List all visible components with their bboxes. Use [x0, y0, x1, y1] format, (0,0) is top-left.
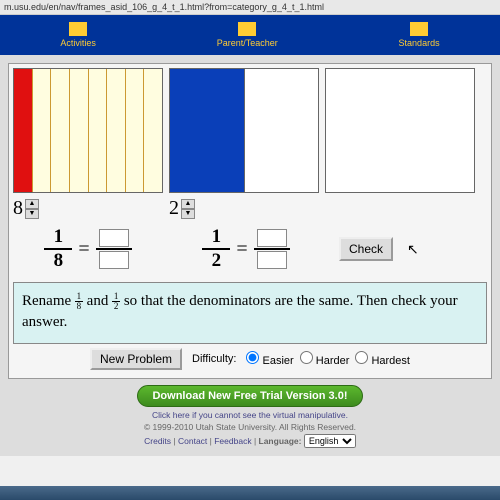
- frac-left-num: 1: [54, 226, 64, 248]
- language-select[interactable]: English: [304, 434, 356, 448]
- bar-segment: [89, 69, 108, 192]
- footer-contact[interactable]: Contact: [178, 436, 207, 446]
- applet-frame: 8 ▲ ▼ 2 ▲ ▼ 1 8 =: [8, 63, 492, 379]
- denom-middle-spinner: ▲ ▼: [181, 199, 195, 219]
- content-area: 8 ▲ ▼ 2 ▲ ▼ 1 8 =: [0, 55, 500, 456]
- radio-hardest[interactable]: Hardest: [355, 351, 410, 367]
- denom-left-up[interactable]: ▲: [25, 199, 39, 209]
- denom-middle-up[interactable]: ▲: [181, 199, 195, 209]
- frac-mid-input-num[interactable]: [257, 229, 287, 247]
- cursor-icon: ↖: [407, 241, 419, 258]
- footer-feedback[interactable]: Feedback: [214, 436, 251, 446]
- instr-prefix: Rename: [22, 293, 75, 309]
- difficulty-label: Difficulty:: [192, 353, 236, 365]
- nav-standards-label: Standards: [399, 38, 440, 48]
- bar-segment: [51, 69, 70, 192]
- nav-standards[interactable]: Standards: [399, 22, 440, 48]
- denom-left-spinner: ▲ ▼: [25, 199, 39, 219]
- nav-activities[interactable]: Activities: [60, 22, 96, 48]
- top-nav: Activities Parent/Teacher Standards: [0, 15, 500, 55]
- fraction-left: 1 8: [44, 226, 72, 272]
- bar-segment: [170, 69, 245, 192]
- bar-segment: [245, 69, 319, 192]
- check-button[interactable]: Check: [339, 237, 393, 261]
- footer-credits[interactable]: Credits: [144, 436, 171, 446]
- panels-row: [13, 68, 487, 193]
- frac-left-den: 8: [54, 250, 64, 272]
- bar-segment: [33, 69, 52, 192]
- denom-left-group: 8 ▲ ▼: [13, 197, 163, 220]
- instr-frac2: 12: [112, 292, 120, 311]
- nav-parent-teacher-label: Parent/Teacher: [217, 38, 278, 48]
- nav-activities-label: Activities: [60, 38, 96, 48]
- equals-sign: =: [236, 238, 247, 261]
- frac-mid-num: 1: [212, 226, 222, 248]
- bar-segment: [126, 69, 145, 192]
- radio-easier[interactable]: Easier: [246, 351, 293, 367]
- frac-left-input-num[interactable]: [99, 229, 129, 247]
- bar-segment: [70, 69, 89, 192]
- frac-left-input-den[interactable]: [99, 251, 129, 269]
- difficulty-radios: Easier Harder Hardest: [246, 351, 410, 367]
- frac-mid-input-den[interactable]: [257, 251, 287, 269]
- standards-icon: [410, 22, 428, 36]
- equation-row: 1 8 = 1 2 =: [13, 226, 487, 272]
- browser-url-bar: m.usu.edu/en/nav/frames_asid_106_g_4_t_1…: [0, 0, 500, 15]
- bottom-controls: New Problem Difficulty: Easier Harder Ha…: [13, 344, 487, 374]
- fraction-panel-left[interactable]: [13, 68, 163, 193]
- frac-line: [96, 248, 132, 250]
- bar-segment: [144, 69, 162, 192]
- taskbar[interactable]: [0, 486, 500, 500]
- instr-frac1: 18: [75, 292, 83, 311]
- footer: Click here if you cannot see the virtual…: [8, 410, 492, 448]
- bar-segment: [14, 69, 33, 192]
- new-problem-button[interactable]: New Problem: [90, 348, 182, 370]
- footer-cant-see-link[interactable]: Click here if you cannot see the virtual…: [152, 410, 348, 420]
- download-button[interactable]: Download New Free Trial Version 3.0!: [137, 385, 362, 407]
- radio-harder[interactable]: Harder: [300, 351, 350, 367]
- denom-left-down[interactable]: ▼: [25, 209, 39, 219]
- footer-copyright: © 1999-2010 Utah State University. All R…: [144, 422, 356, 432]
- bar-segment: [107, 69, 126, 192]
- fraction-middle: 1 2: [202, 226, 230, 272]
- activities-icon: [69, 22, 87, 36]
- denom-middle-down[interactable]: ▼: [181, 209, 195, 219]
- fraction-panel-middle[interactable]: [169, 68, 319, 193]
- parent-teacher-icon: [238, 22, 256, 36]
- instruction-box: Rename 18 and 12 so that the denominator…: [13, 282, 487, 344]
- denom-middle-value: 2: [169, 197, 179, 220]
- equals-sign: =: [78, 238, 89, 261]
- fraction-panel-right[interactable]: [325, 68, 475, 193]
- footer-language-label: Language:: [259, 436, 302, 446]
- frac-mid-input: [254, 229, 290, 269]
- nav-parent-teacher[interactable]: Parent/Teacher: [217, 22, 278, 48]
- frac-mid-den: 2: [212, 250, 222, 272]
- denom-left-value: 8: [13, 197, 23, 220]
- instr-mid: and: [83, 293, 112, 309]
- frac-left-input: [96, 229, 132, 269]
- frac-line: [254, 248, 290, 250]
- denom-middle-group: 2 ▲ ▼: [169, 197, 195, 220]
- denominator-controls: 8 ▲ ▼ 2 ▲ ▼: [13, 197, 487, 220]
